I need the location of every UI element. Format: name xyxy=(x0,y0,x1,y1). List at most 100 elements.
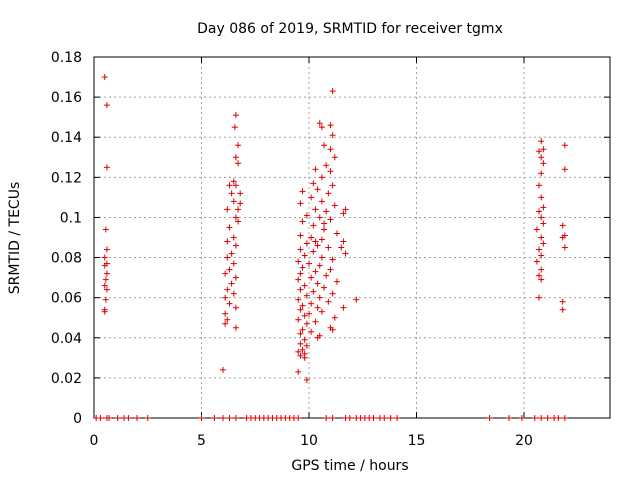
data-point xyxy=(134,415,140,421)
data-point xyxy=(329,182,336,189)
data-point xyxy=(114,415,121,421)
axis-ticks: 0 0.02 0.04 0.06 0.08 0.1 0.12 0.14 0.16 0.18 0 5 10… xyxy=(51,50,610,449)
data-point xyxy=(222,320,229,327)
data-point xyxy=(329,415,336,421)
data-point xyxy=(222,270,229,277)
data-point xyxy=(308,328,315,335)
data-point xyxy=(338,244,345,251)
data-points xyxy=(93,74,568,421)
data-point xyxy=(559,298,566,305)
data-point xyxy=(198,415,205,421)
data-point xyxy=(329,88,336,95)
data-point xyxy=(224,286,231,293)
data-point xyxy=(306,310,312,317)
x-tick-label: 0 xyxy=(90,433,99,449)
data-point xyxy=(316,214,323,221)
data-point xyxy=(325,298,332,305)
data-point xyxy=(321,220,328,227)
data-point xyxy=(329,326,336,333)
data-point xyxy=(101,308,108,315)
data-point xyxy=(297,286,304,293)
y-tick-label: 0.06 xyxy=(51,291,82,307)
data-point xyxy=(101,262,108,269)
data-point xyxy=(295,296,302,303)
data-point xyxy=(486,415,493,421)
plot-frame xyxy=(93,56,611,419)
x-axis-label: GPS time / hours xyxy=(291,458,408,474)
data-point xyxy=(538,214,545,221)
data-point xyxy=(538,276,545,283)
data-point xyxy=(538,138,545,145)
data-point xyxy=(295,316,302,323)
data-point xyxy=(103,246,110,253)
y-tick-label: 0.02 xyxy=(51,371,82,387)
data-point xyxy=(297,246,304,253)
data-point xyxy=(327,122,334,129)
data-point xyxy=(295,258,302,265)
data-point xyxy=(329,256,336,263)
data-point xyxy=(237,200,244,207)
data-point xyxy=(101,74,108,81)
data-point xyxy=(235,142,242,149)
data-point xyxy=(106,415,113,421)
data-point xyxy=(103,102,110,109)
data-point xyxy=(538,266,545,273)
data-point xyxy=(295,276,302,283)
data-point xyxy=(306,260,312,267)
data-point xyxy=(533,258,540,265)
data-point xyxy=(353,296,360,303)
data-point xyxy=(228,190,235,197)
y-tick-label: 0.16 xyxy=(51,90,82,106)
data-point xyxy=(299,326,306,333)
data-point xyxy=(321,284,328,291)
data-point xyxy=(314,242,321,249)
data-point xyxy=(228,250,235,257)
data-point xyxy=(544,415,551,421)
data-point xyxy=(211,415,218,421)
data-point xyxy=(297,340,304,347)
y-tick-label: 0.12 xyxy=(51,170,82,186)
data-point xyxy=(561,415,568,421)
data-point xyxy=(301,252,308,259)
data-point xyxy=(342,250,349,257)
grid-lines xyxy=(94,57,610,418)
data-point xyxy=(232,214,239,221)
data-point xyxy=(308,194,315,201)
data-point xyxy=(297,270,304,277)
x-tick-label: 5 xyxy=(197,433,206,449)
data-point xyxy=(301,282,308,289)
data-point xyxy=(559,306,566,313)
data-point xyxy=(230,198,237,205)
data-point xyxy=(224,206,231,213)
data-point xyxy=(318,236,325,243)
data-point xyxy=(232,415,239,421)
data-point xyxy=(224,254,231,261)
data-point xyxy=(559,222,566,229)
data-point xyxy=(333,230,340,237)
data-point xyxy=(226,300,233,307)
data-point xyxy=(220,366,226,373)
data-point xyxy=(308,300,315,307)
data-point xyxy=(340,304,347,311)
data-point xyxy=(314,280,321,287)
data-point xyxy=(125,415,132,421)
data-point xyxy=(540,160,547,167)
data-point xyxy=(331,202,338,209)
data-point xyxy=(308,274,315,281)
data-point xyxy=(518,415,525,421)
data-point xyxy=(312,268,319,275)
data-point xyxy=(235,206,242,213)
data-point xyxy=(230,260,237,267)
data-point xyxy=(536,294,543,301)
data-point xyxy=(295,415,302,421)
data-point xyxy=(297,200,304,207)
data-point xyxy=(232,304,239,311)
data-point xyxy=(303,320,310,327)
data-point xyxy=(301,354,308,361)
data-point xyxy=(538,154,545,161)
data-point xyxy=(316,262,323,269)
data-point xyxy=(538,170,545,177)
data-point xyxy=(314,304,321,311)
data-point xyxy=(101,254,108,261)
data-point xyxy=(538,194,545,201)
